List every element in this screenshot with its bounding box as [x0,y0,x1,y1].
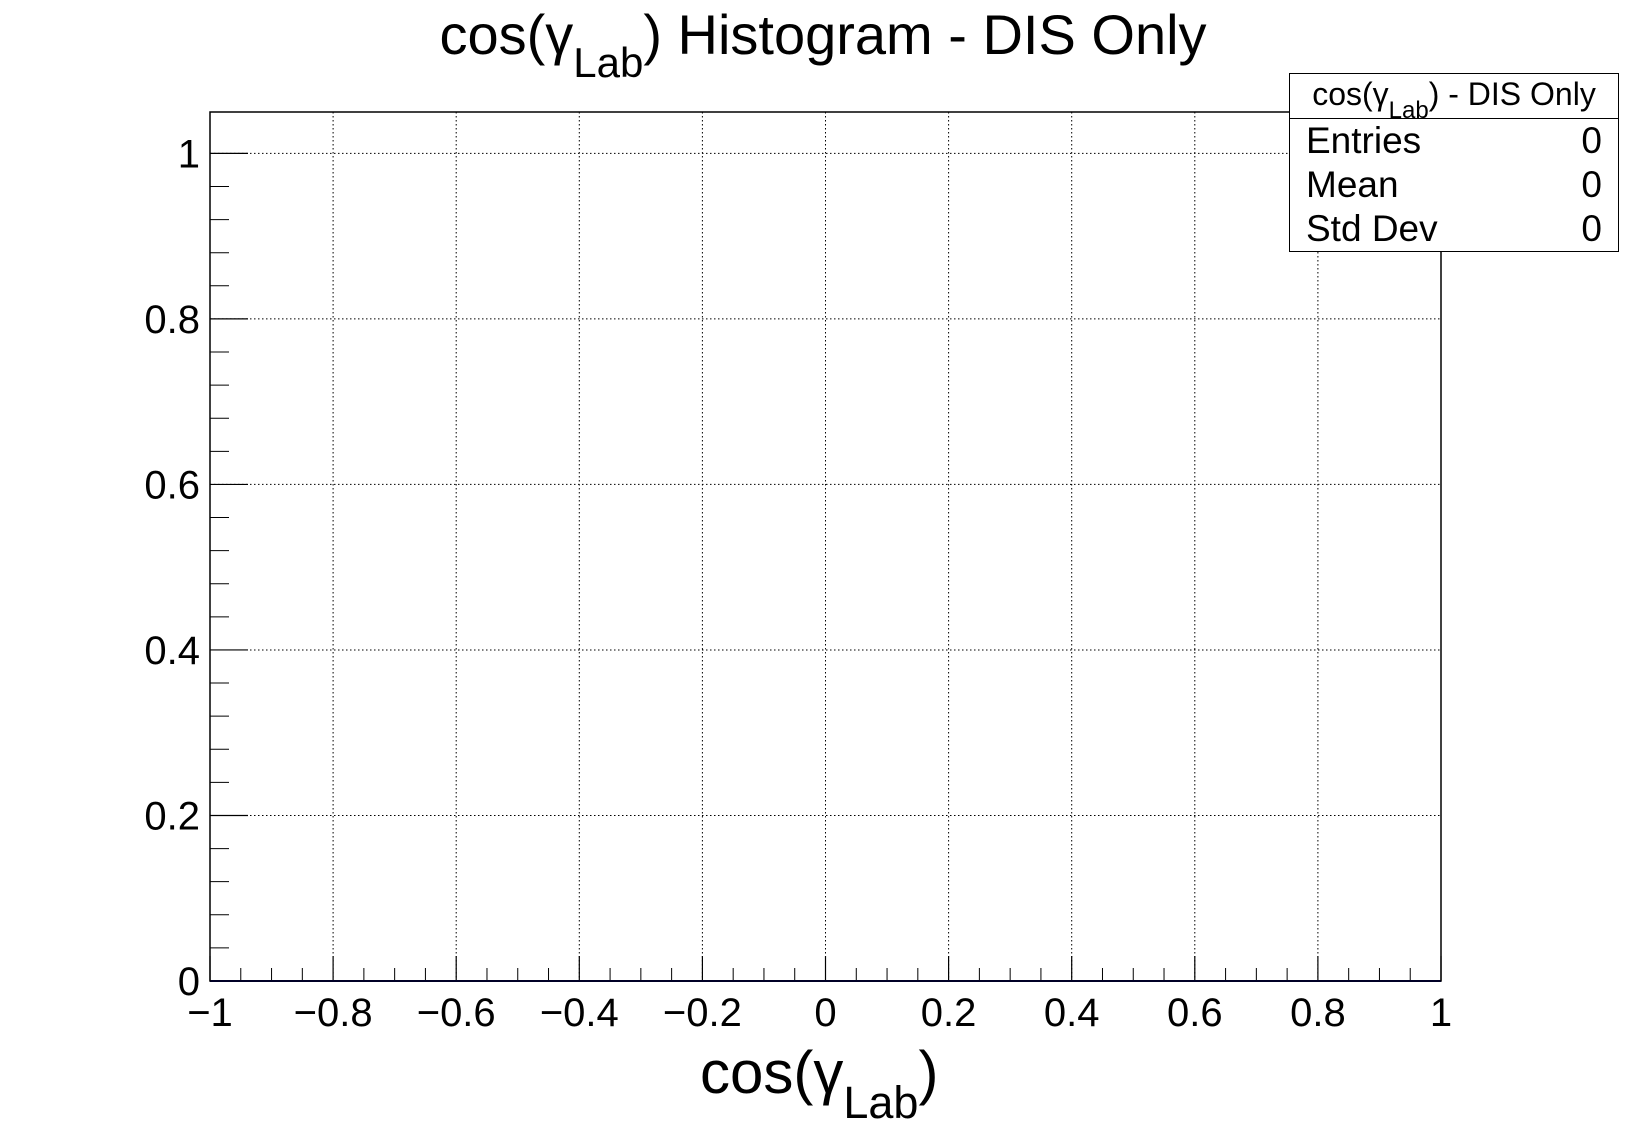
stats-value: 0 [1581,164,1602,205]
y-tick-labels: 0 0.2 0.4 0.6 0.8 1 [144,132,200,1004]
y-tick-label: 0 [178,960,200,1004]
stats-value: 0 [1581,208,1602,249]
stats-label: Mean [1306,164,1399,205]
plot-frame [209,111,1442,982]
x-axis-label: cos(γLab) [700,1039,939,1128]
x-tick-label: 0 [814,991,836,1035]
x-tick-label: 0.2 [921,991,977,1035]
grid-lines [210,112,1441,981]
y-tick-label: 0.6 [144,463,200,507]
y-tick-label: 0.2 [144,794,200,838]
x-tick-label: 0.6 [1167,991,1223,1035]
stats-box: cos(γLab) - DIS Only Entries 0 Mean 0 St… [1289,73,1619,252]
plot-area [210,112,1441,981]
stats-row-std-dev: Std Dev 0 [1290,207,1618,251]
stats-label: Entries [1306,120,1422,161]
stats-row-entries: Entries 0 [1290,119,1618,163]
x-tick-label: 0.4 [1044,991,1100,1035]
x-tick-label: −1 [187,991,233,1035]
y-tick-label: 1 [178,132,200,176]
stats-label: Std Dev [1306,208,1438,249]
x-tick-label: −0.4 [540,991,619,1035]
x-tick-label: −0.6 [417,991,496,1035]
x-tick-label: 0.8 [1290,991,1346,1035]
minor-ticks [210,185,1411,981]
stats-header: cos(γLab) - DIS Only [1290,74,1618,123]
x-tick-label: −0.8 [294,991,373,1035]
x-tick-label: 1 [1430,991,1452,1035]
x-tick-labels: −1 −0.8 −0.6 −0.4 −0.2 0 0.2 0.4 0.6 0.8 1 [187,991,1452,1035]
y-tick-label: 0.8 [144,298,200,342]
y-tick-label: 0.4 [144,629,200,673]
x-tick-label: −0.2 [663,991,742,1035]
stats-value: 0 [1581,120,1602,161]
stats-row-mean: Mean 0 [1290,163,1618,207]
chart-title: cos(γLab) Histogram - DIS Only [439,3,1207,87]
